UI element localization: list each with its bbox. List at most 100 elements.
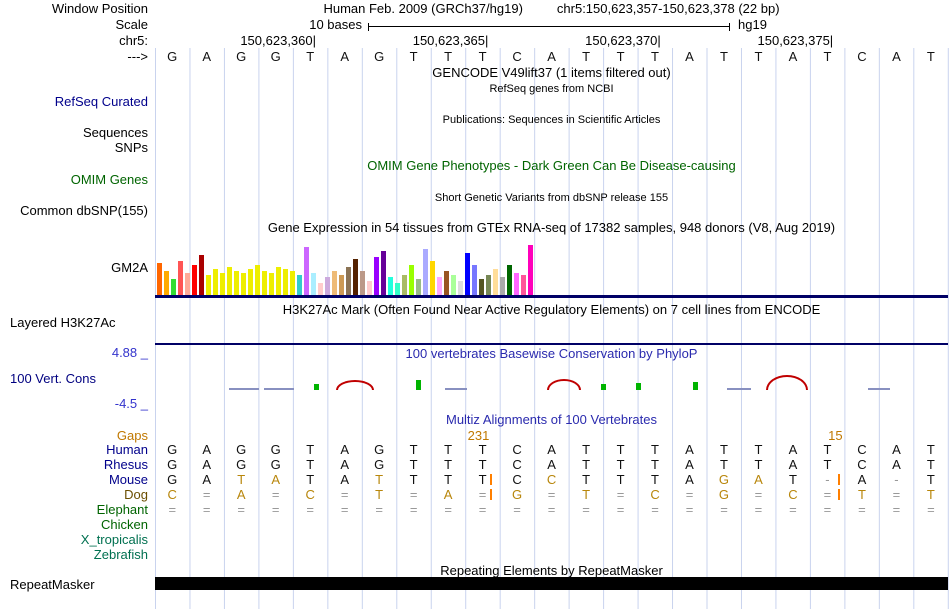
aligned-base: T <box>651 442 659 457</box>
aligned-base: = <box>168 502 177 517</box>
gtex-tissue-bar <box>269 273 274 295</box>
aligned-base: = <box>444 502 452 517</box>
conservation-tick-mark <box>635 383 641 390</box>
track-label-100-vert-cons[interactable]: 100 Vert. Cons <box>10 371 96 386</box>
gtex-tissue-bar <box>360 271 365 295</box>
insertion-mark <box>489 474 492 485</box>
multiz-row-chicken[interactable] <box>155 518 948 533</box>
aligned-base: T <box>444 442 453 457</box>
gtex-tissue-bar <box>234 271 239 295</box>
gtex-tissue-bar <box>367 281 372 295</box>
aligned-base: = <box>375 502 383 517</box>
track-label-repeatmasker[interactable]: RepeatMasker <box>10 577 95 592</box>
species-label-zebrafish[interactable]: Zebrafish <box>93 547 148 562</box>
base-letter: T <box>823 49 832 64</box>
track-label-refseq-curated[interactable]: RefSeq Curated <box>54 94 148 109</box>
aligned-base: A <box>340 457 349 472</box>
gtex-tissue-bar <box>486 275 491 295</box>
conservation-track[interactable] <box>155 368 948 402</box>
gtex-tissue-bar <box>276 267 281 295</box>
base-letter: G <box>236 49 247 64</box>
base-letter: T <box>306 49 315 64</box>
gtex-tissue-bar <box>444 271 449 295</box>
strand-label: ---> <box>127 49 148 64</box>
multiz-row-x_tropicalis[interactable] <box>155 533 948 548</box>
track-label-omim-genes[interactable]: OMIM Genes <box>70 172 148 187</box>
aligned-base: C <box>546 472 557 487</box>
multiz-title: Multiz Alignments of 100 Vertebrates <box>445 412 657 427</box>
track-label-sequences[interactable]: Sequences <box>82 125 148 140</box>
position-text: chr5:150,623,357-150,623,378 (22 bp) <box>556 1 780 16</box>
base-letter: T <box>616 49 625 64</box>
coordinate-tick: 150,623,360| <box>240 33 316 48</box>
aligned-base: T <box>616 457 625 472</box>
publications-title: Publications: Sequences in Scientific Ar… <box>442 114 661 126</box>
conservation-tick-mark <box>600 384 606 390</box>
track-label-gm2a[interactable]: GM2A <box>111 260 148 275</box>
aligned-base: G <box>236 457 247 472</box>
aligned-base: A <box>547 442 556 457</box>
aligned-base: = <box>547 502 556 517</box>
repeatmasker-title: Repeating Elements by RepeatMasker <box>440 563 663 578</box>
aligned-base: A <box>685 472 694 487</box>
conservation-dash-mark <box>264 388 295 390</box>
track-label-common-dbsnp[interactable]: Common dbSNP(155) <box>20 203 148 218</box>
aligned-base: T <box>823 442 832 457</box>
aligned-base: = <box>927 502 935 517</box>
gtex-tissue-bar <box>164 271 169 295</box>
track-label-layered-h3k27ac[interactable]: Layered H3K27Ac <box>10 315 116 330</box>
aligned-base: = <box>858 502 866 517</box>
gtex-tissue-bar <box>472 265 477 295</box>
species-label-x_tropicalis[interactable]: X_tropicalis <box>80 532 148 547</box>
aligned-base: G <box>270 442 281 457</box>
species-label-human[interactable]: Human <box>106 442 148 457</box>
base-letter: T <box>926 49 935 64</box>
gtex-tissue-bar <box>479 279 484 295</box>
gtex-bars[interactable] <box>157 238 717 295</box>
aligned-base: = <box>616 487 625 502</box>
multiz-row-elephant[interactable]: = = = = = = = = = = = = = = = = = = = = = = = <box>155 503 948 518</box>
aligned-base: A <box>788 457 798 472</box>
aligned-base: T <box>375 472 384 487</box>
gtex-title: Gene Expression in 54 tissues from GTEx … <box>267 220 836 235</box>
gencode-title: GENCODE V49lift37 (1 items filtered out) <box>432 65 671 80</box>
species-label-elephant[interactable]: Elephant <box>96 502 148 517</box>
gene-model-line[interactable] <box>155 295 948 298</box>
aligned-base: - <box>894 472 899 487</box>
multiz-row-zebrafish[interactable] <box>155 548 948 563</box>
species-label-dog[interactable]: Dog <box>124 487 148 502</box>
base-gridlines <box>155 48 949 609</box>
track-label-gaps[interactable]: Gaps <box>116 428 148 443</box>
gtex-tissue-bar <box>514 273 519 295</box>
aligned-base: = <box>892 502 901 517</box>
scale-bar <box>368 23 730 31</box>
aligned-base: T <box>582 487 591 502</box>
chrom-label: chr5: <box>119 33 148 48</box>
aligned-base: T <box>651 472 659 487</box>
aligned-base: = <box>616 502 625 517</box>
aligned-base: G <box>374 457 385 472</box>
base-letter: T <box>754 49 763 64</box>
species-label-mouse[interactable]: Mouse <box>108 472 148 487</box>
aligned-base: T <box>616 472 625 487</box>
gtex-tissue-bar <box>416 279 421 295</box>
window-position-label: Window Position <box>51 1 148 16</box>
aligned-base: = <box>547 487 556 502</box>
multiz-row-dog[interactable]: C = A = C = T = A = G = T = C = G = C = T = T <box>155 488 948 503</box>
scale-row: 10 bases hg19 <box>155 18 948 33</box>
aligned-base: = <box>685 502 694 517</box>
repeatmasker-bar[interactable] <box>155 577 948 590</box>
species-label-rhesus[interactable]: Rhesus <box>103 457 148 472</box>
species-label-chicken[interactable]: Chicken <box>101 517 148 532</box>
aligned-base: = <box>754 487 763 502</box>
gaps-row[interactable]: 231 15 <box>155 429 948 443</box>
track-label-snps[interactable]: SNPs <box>114 140 148 155</box>
h3k27ac-baseline <box>155 343 948 345</box>
aligned-base: = <box>409 502 418 517</box>
conservation-dash-mark <box>867 388 890 390</box>
